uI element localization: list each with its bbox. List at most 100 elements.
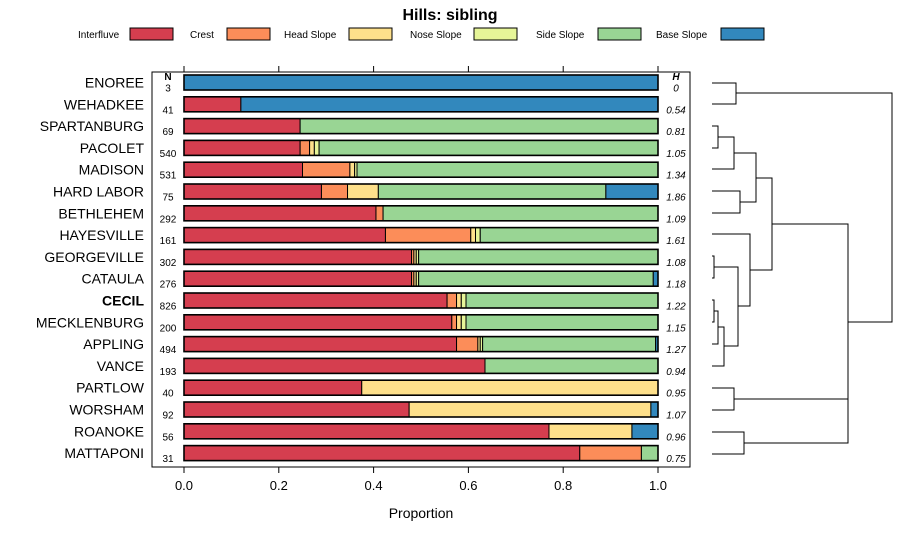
bar-outline <box>183 161 659 178</box>
bar-segment-interfluve <box>183 314 453 331</box>
n-value: 200 <box>160 323 177 334</box>
category-label: MADISON <box>79 162 144 178</box>
bar-row: PACOLET 540 1.05 <box>80 139 686 160</box>
category-label: PARTLOW <box>76 380 145 396</box>
bar-outline <box>183 205 659 222</box>
bar-outline <box>183 248 659 266</box>
dendro-branch <box>736 92 893 323</box>
legend-swatch <box>348 27 393 41</box>
bar-segment-head-slope <box>361 379 659 396</box>
bar-outline <box>183 226 659 244</box>
dendro-branch <box>734 398 849 444</box>
h-value: 0.94 <box>666 367 686 378</box>
dendro-branch <box>712 310 719 345</box>
category-label: ROANOKE <box>74 423 144 439</box>
x-tick-label: 0.2 <box>270 478 288 493</box>
dendro-branch <box>712 190 741 214</box>
bar-segment-side-slope <box>299 118 659 135</box>
n-value: 92 <box>162 411 174 422</box>
bar-segment-interfluve <box>183 423 550 440</box>
bar-segment-side-slope <box>418 270 654 287</box>
bar-row: ROANOKE 56 0.96 <box>74 422 686 443</box>
n-value: 40 <box>162 389 174 400</box>
bar-segment-side-slope <box>479 227 659 244</box>
x-tick-label: 1.0 <box>649 478 667 493</box>
h-value: 0.81 <box>666 127 685 138</box>
bar-row: SPARTANBURG 69 0.81 <box>40 117 686 138</box>
n-header: N <box>164 72 171 83</box>
bar-segment-crest <box>320 183 349 200</box>
n-value: 31 <box>162 454 174 465</box>
bar-segment-head-slope <box>470 227 477 244</box>
legend-swatch <box>720 27 765 41</box>
bar-outline <box>183 379 659 397</box>
legend-label: Head Slope <box>284 30 337 41</box>
h-value: 1.86 <box>666 193 686 204</box>
bar-row: GEORGEVILLE 302 1.08 <box>44 248 686 269</box>
bar-segment-interfluve <box>183 139 301 156</box>
bar-segment-interfluve <box>183 118 301 135</box>
x-tick-label: 0.0 <box>175 478 193 493</box>
bar-segment-base-slope <box>183 74 659 91</box>
bar-row: MATTAPONI 31 0.75 <box>64 444 686 465</box>
bar-outline <box>183 96 659 113</box>
category-label: WORSHAM <box>69 402 144 418</box>
bar-segment-side-slope <box>356 161 659 178</box>
legend-label: Nose Slope <box>410 30 462 41</box>
n-value: 56 <box>162 432 174 443</box>
category-label: MECKLENBURG <box>36 314 144 330</box>
bar-outline <box>183 444 659 462</box>
legend-label: Interfluve <box>78 30 120 41</box>
category-label: PACOLET <box>80 140 145 156</box>
bar-segment-base-slope <box>631 423 659 440</box>
n-value: 193 <box>160 367 177 378</box>
legend: Interfluve Crest Head Slope Nose Slope Side … <box>78 27 765 41</box>
bar-segment-nose-slope <box>460 314 467 331</box>
x-tick-label: 0.4 <box>365 478 383 493</box>
bar-outline <box>183 74 659 91</box>
bar-segment-side-slope <box>640 445 659 462</box>
dendro-branch <box>712 431 745 455</box>
bar-segment-crest <box>456 336 479 353</box>
bar-row: PARTLOW 40 0.95 <box>76 379 686 400</box>
bar-segment-side-slope <box>382 205 659 222</box>
dendro-branch <box>750 177 773 271</box>
dendro-branch <box>712 233 751 307</box>
bar-segment-head-slope <box>456 292 462 309</box>
bar-segment-interfluve <box>183 248 413 265</box>
h-value: 0.96 <box>666 432 686 443</box>
category-label: ENOREE <box>85 75 144 91</box>
bar-segment-base-slope <box>650 401 659 418</box>
category-label: CATAULA <box>82 271 145 287</box>
bar-segment-side-slope <box>465 292 659 309</box>
bar-row: MADISON 531 1.34 <box>79 161 686 182</box>
bar-segment-head-slope <box>349 161 356 178</box>
bar-row: APPLING 494 1.27 <box>83 335 686 356</box>
category-label: CECIL <box>102 293 144 309</box>
n-value: 531 <box>160 171 177 182</box>
bar-outline <box>183 270 659 288</box>
h-value: 0 <box>673 84 679 95</box>
bar-outline <box>183 357 659 375</box>
dendro-branch <box>712 125 719 149</box>
h-value: 1.27 <box>666 345 686 356</box>
bar-segment-crest <box>384 227 472 244</box>
h-value: 0.95 <box>666 389 686 400</box>
bar-row: WEHADKEE 41 0.54 <box>64 96 686 116</box>
bar-outline <box>183 139 659 157</box>
bar-segment-base-slope <box>240 96 659 113</box>
bar-segment-interfluve <box>183 96 242 113</box>
bar-segment-crest <box>451 314 458 331</box>
h-value: 1.09 <box>666 214 686 225</box>
bar-segment-interfluve <box>183 227 386 244</box>
legend-label: Crest <box>190 30 214 41</box>
category-label: APPLING <box>83 336 144 352</box>
h-value: 1.34 <box>666 171 686 182</box>
bar-row: MECKLENBURG 200 1.15 <box>36 313 686 334</box>
dendro-branch <box>734 152 757 203</box>
bar-segment-crest <box>302 161 351 178</box>
bar-segment-side-slope <box>318 139 659 156</box>
bar-segment-interfluve <box>183 292 448 309</box>
legend-swatch <box>129 27 174 41</box>
